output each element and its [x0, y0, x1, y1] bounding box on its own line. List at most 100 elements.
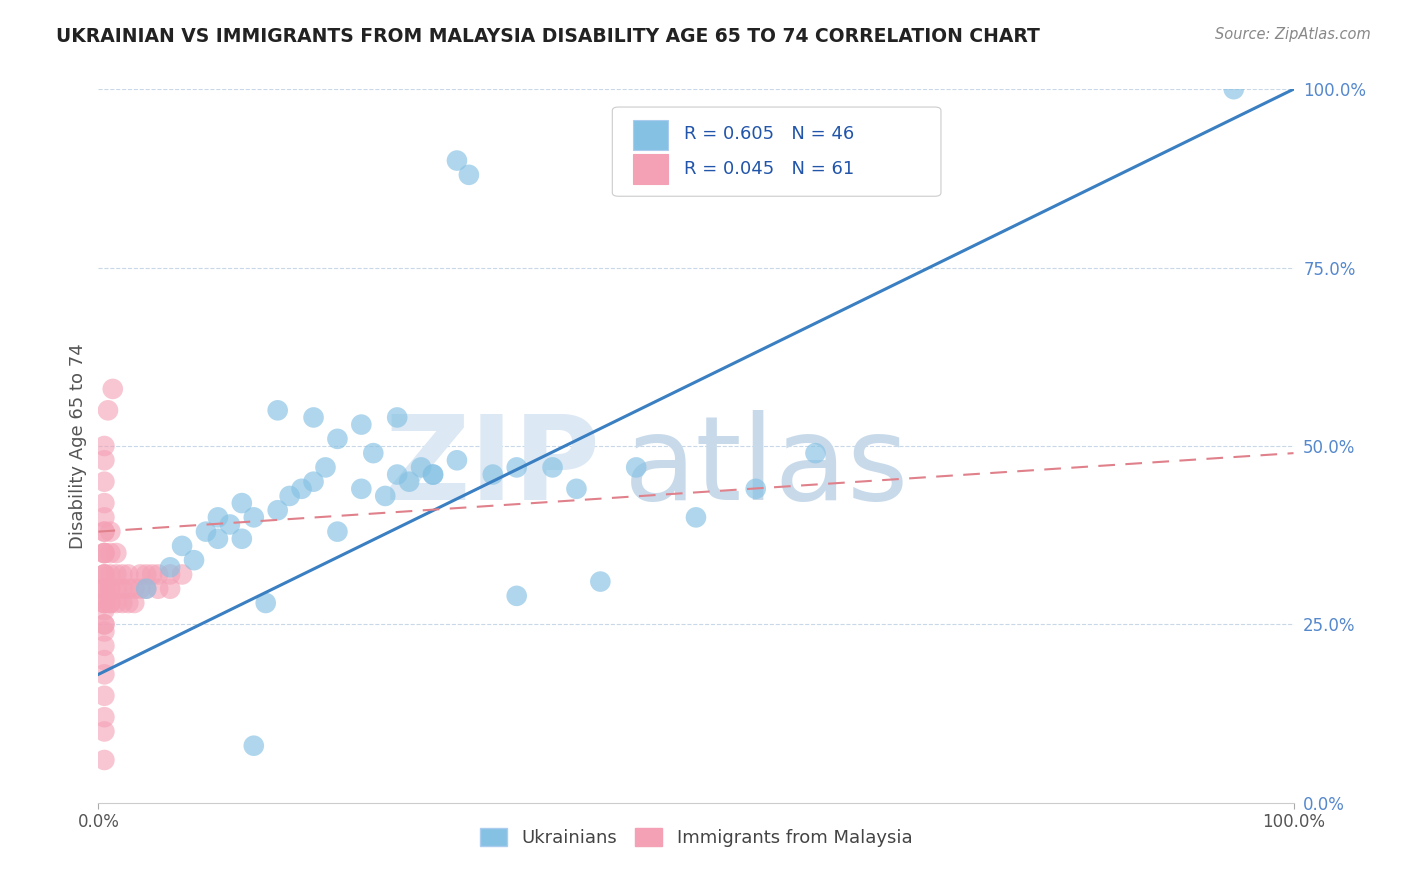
- Point: [458, 168, 481, 182]
- Point: [1223, 82, 1246, 96]
- Point: [172, 567, 194, 582]
- Point: [589, 574, 612, 589]
- Text: Source: ZipAtlas.com: Source: ZipAtlas.com: [1215, 27, 1371, 42]
- Point: [105, 546, 128, 560]
- Point: [411, 460, 433, 475]
- Point: [446, 453, 468, 467]
- Point: [183, 553, 205, 567]
- Point: [117, 596, 139, 610]
- Point: [93, 453, 115, 467]
- Point: [243, 739, 266, 753]
- Point: [481, 467, 505, 482]
- Point: [93, 582, 115, 596]
- Point: [93, 546, 115, 560]
- Text: R = 0.045   N = 61: R = 0.045 N = 61: [685, 161, 855, 178]
- Point: [231, 532, 253, 546]
- Point: [93, 582, 115, 596]
- Point: [93, 710, 115, 724]
- Legend: Ukrainians, Immigrants from Malaysia: Ukrainians, Immigrants from Malaysia: [472, 821, 920, 855]
- Point: [159, 567, 181, 582]
- Text: UKRAINIAN VS IMMIGRANTS FROM MALAYSIA DISABILITY AGE 65 TO 74 CORRELATION CHART: UKRAINIAN VS IMMIGRANTS FROM MALAYSIA DI…: [56, 27, 1040, 45]
- Point: [93, 496, 115, 510]
- Point: [98, 596, 122, 610]
- Point: [398, 475, 420, 489]
- Point: [93, 753, 115, 767]
- Point: [93, 524, 115, 539]
- Point: [231, 496, 253, 510]
- Point: [111, 567, 134, 582]
- Point: [195, 524, 218, 539]
- Point: [93, 510, 115, 524]
- Point: [93, 624, 115, 639]
- Point: [111, 582, 134, 596]
- Point: [93, 639, 115, 653]
- Point: [93, 567, 115, 582]
- Point: [541, 460, 564, 475]
- Point: [207, 510, 229, 524]
- Point: [267, 503, 290, 517]
- Point: [117, 582, 139, 596]
- Point: [363, 446, 385, 460]
- Point: [422, 467, 444, 482]
- Point: [219, 517, 242, 532]
- Point: [350, 482, 373, 496]
- FancyBboxPatch shape: [613, 107, 941, 196]
- Point: [326, 432, 349, 446]
- Point: [385, 410, 409, 425]
- Point: [93, 596, 115, 610]
- Point: [117, 567, 139, 582]
- Point: [105, 567, 128, 582]
- Point: [93, 596, 115, 610]
- Point: [141, 567, 163, 582]
- Point: [93, 653, 115, 667]
- Point: [374, 489, 396, 503]
- Point: [93, 524, 115, 539]
- Point: [506, 460, 529, 475]
- Point: [254, 596, 277, 610]
- Point: [506, 589, 529, 603]
- Point: [385, 467, 409, 482]
- Text: R = 0.605   N = 46: R = 0.605 N = 46: [685, 125, 855, 143]
- Point: [278, 489, 301, 503]
- Point: [93, 567, 115, 582]
- Point: [93, 439, 115, 453]
- Point: [98, 582, 122, 596]
- Point: [129, 567, 152, 582]
- Point: [93, 582, 115, 596]
- Point: [98, 567, 122, 582]
- Point: [93, 617, 115, 632]
- Point: [207, 532, 229, 546]
- Point: [148, 567, 170, 582]
- Point: [124, 596, 146, 610]
- Point: [685, 510, 707, 524]
- Point: [135, 582, 157, 596]
- Point: [93, 546, 115, 560]
- Point: [97, 403, 120, 417]
- Point: [159, 582, 181, 596]
- Text: atlas: atlas: [624, 410, 910, 524]
- Point: [101, 382, 124, 396]
- Point: [129, 582, 152, 596]
- Point: [93, 724, 115, 739]
- Point: [93, 567, 115, 582]
- Point: [93, 667, 115, 681]
- Point: [105, 582, 128, 596]
- Point: [98, 596, 122, 610]
- Y-axis label: Disability Age 65 to 74: Disability Age 65 to 74: [69, 343, 87, 549]
- Point: [111, 596, 134, 610]
- Point: [315, 460, 337, 475]
- Point: [93, 475, 115, 489]
- Point: [350, 417, 373, 432]
- Point: [302, 410, 325, 425]
- Point: [93, 603, 115, 617]
- Point: [422, 467, 444, 482]
- Point: [172, 539, 194, 553]
- FancyBboxPatch shape: [633, 120, 668, 150]
- Point: [98, 524, 122, 539]
- Point: [124, 582, 146, 596]
- Point: [159, 560, 181, 574]
- Point: [243, 510, 266, 524]
- Point: [745, 482, 768, 496]
- Point: [93, 596, 115, 610]
- Text: ZIP: ZIP: [384, 410, 600, 524]
